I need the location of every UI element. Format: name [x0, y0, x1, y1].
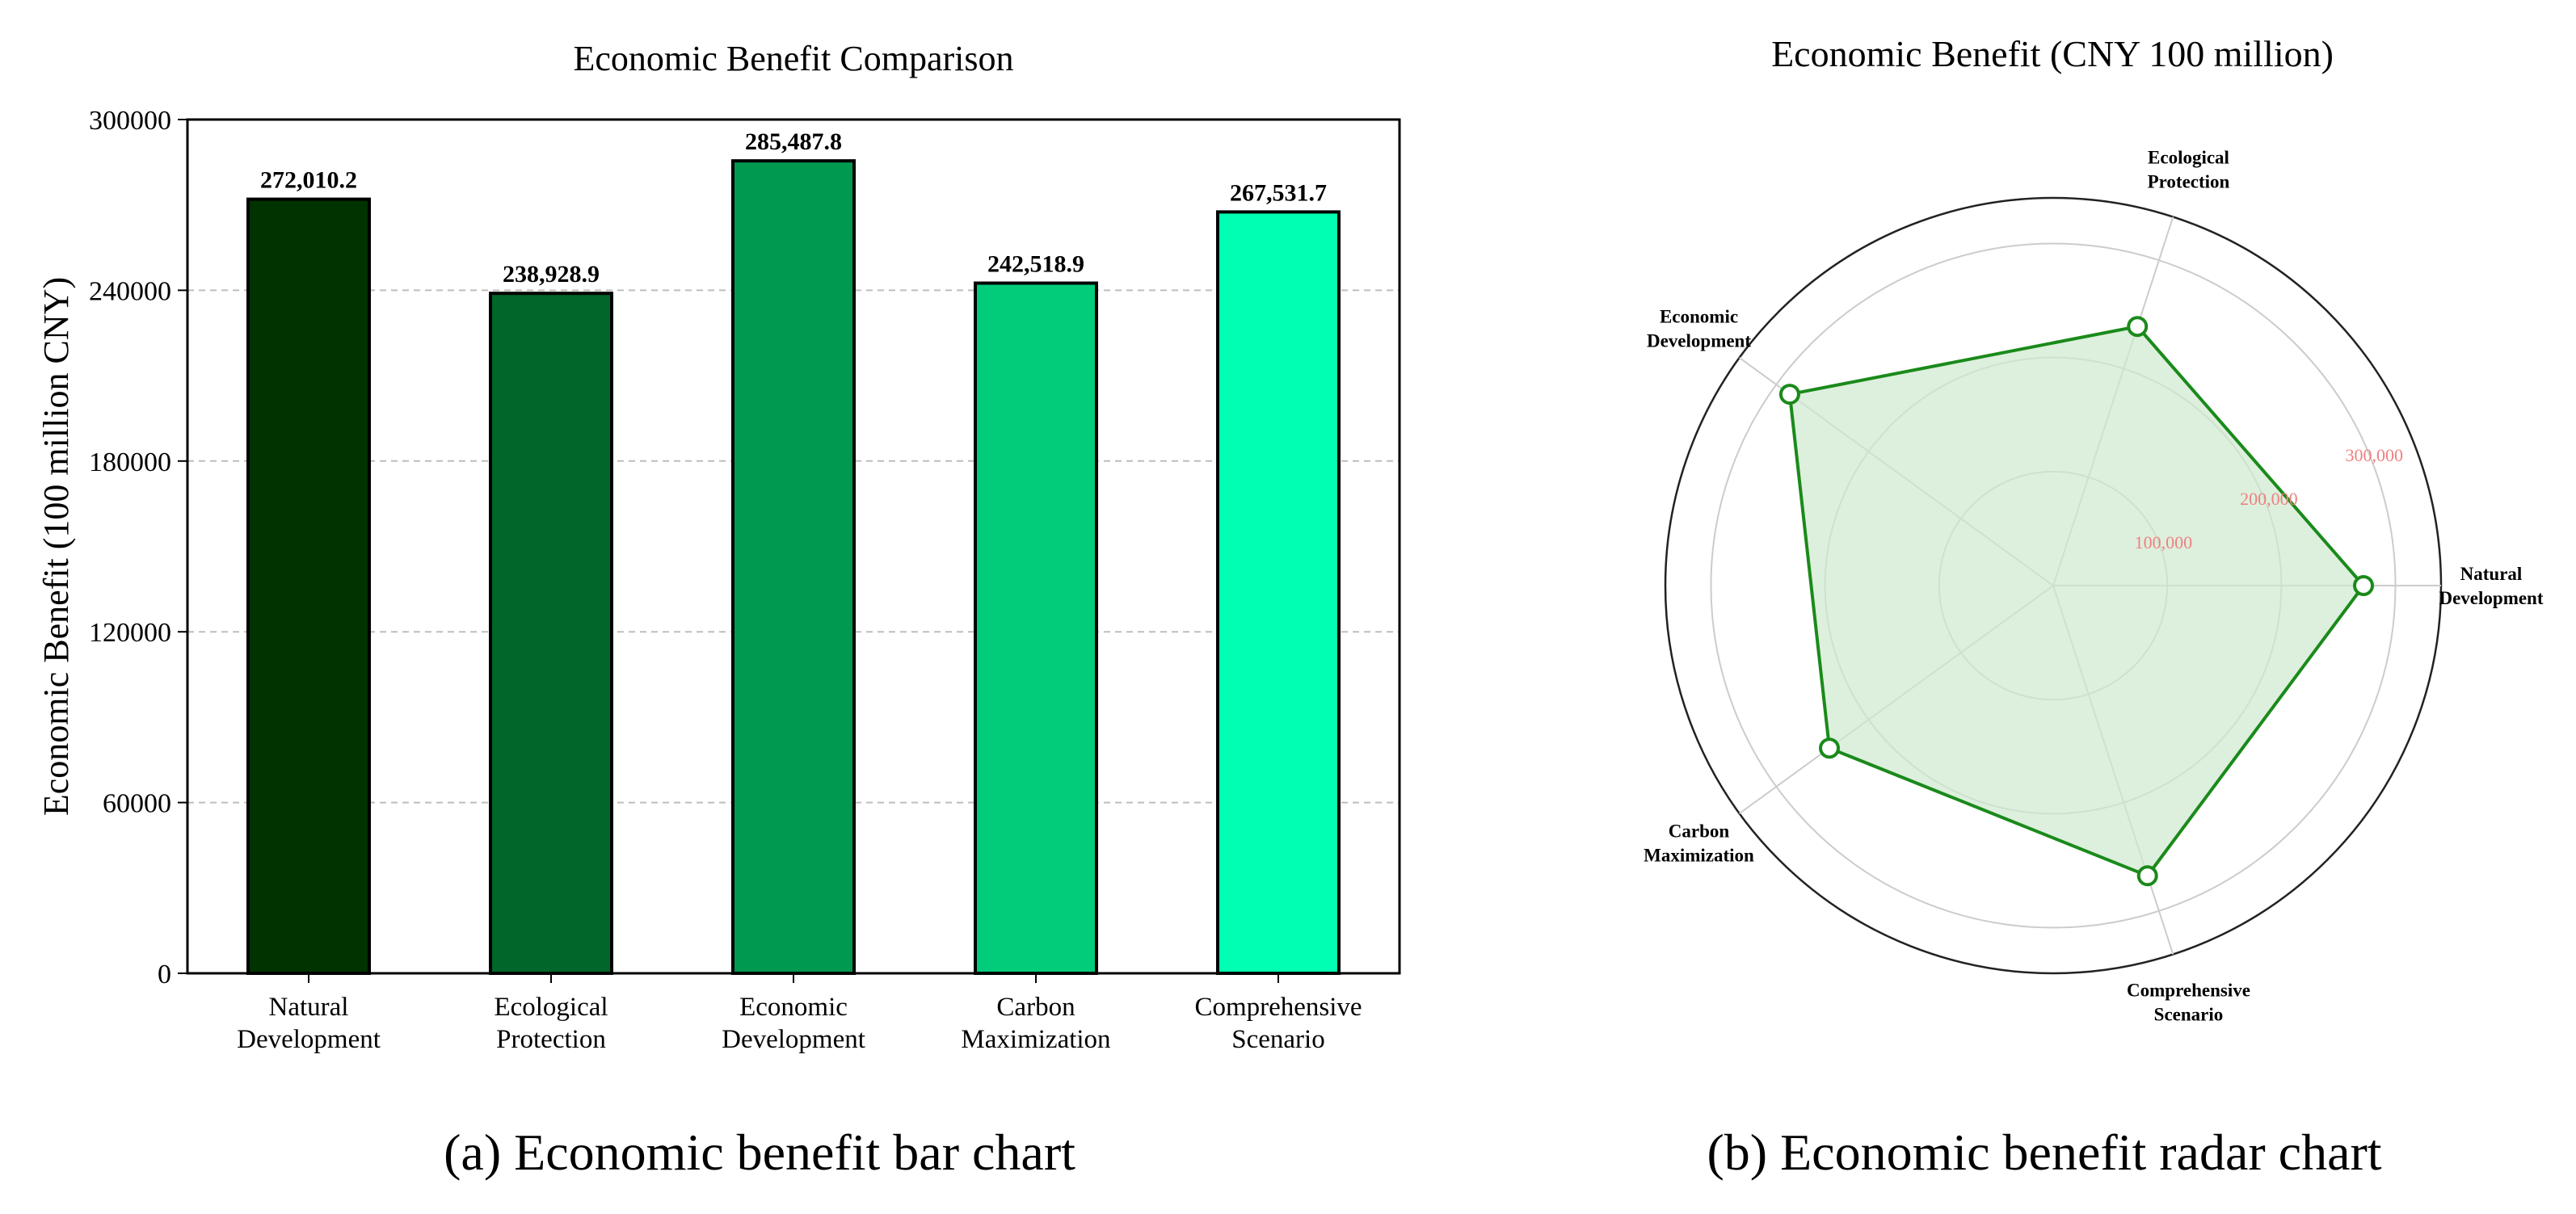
radar-point	[1819, 737, 1841, 759]
radar-axis-label: Ecological Protection	[2148, 148, 2230, 192]
y-tick-label: 300000	[89, 106, 171, 136]
y-tick-label: 120000	[89, 618, 171, 648]
y-tick-label: 240000	[89, 276, 171, 306]
bar-chart-y-ticks: 0 60000 120000 180000 240000 300000	[89, 106, 187, 989]
radar-chart-axis-labels: Natural Development Ecological Protection Ec…	[1644, 148, 2544, 1025]
radar-chart-panel: Economic Benefit (CNY 100 million) 100,0…	[1644, 33, 2544, 1024]
bar	[489, 292, 613, 975]
bar	[731, 159, 856, 975]
radar-chart-series	[1778, 316, 2375, 887]
bar-chart-caption: (a) Economic benefit bar chart	[444, 1124, 1075, 1181]
bar-value-label: 267,531.7	[1230, 179, 1327, 206]
radar-point	[2353, 575, 2375, 596]
bar	[974, 281, 1098, 975]
radar-axis-label: Economic Development	[1647, 306, 1751, 351]
radar-radial-tick-label: 100,000	[2135, 532, 2193, 552]
bar-chart-bars	[246, 159, 1341, 976]
x-tick-label: Carbon Maximization	[961, 993, 1110, 1054]
radar-radial-tick-label: 200,000	[2240, 489, 2298, 509]
radar-chart-radial-tick-labels: 100,000 200,000 300,000	[2135, 445, 2403, 552]
bar-value-label: 242,518.9	[987, 251, 1084, 278]
y-tick-label: 180000	[89, 447, 171, 477]
radar-radial-tick-label: 300,000	[2346, 445, 2404, 465]
radar-point	[2136, 865, 2158, 887]
bar-value-label: 272,010.2	[260, 167, 357, 194]
bar-chart-y-axis-label: Economic Benefit (100 million CNY)	[36, 277, 76, 816]
radar-point	[1778, 384, 1800, 405]
x-tick-label: Comprehensive Scenario	[1194, 993, 1362, 1054]
bar-value-label: 285,487.8	[745, 128, 842, 155]
bar-value-label: 238,928.9	[503, 261, 600, 288]
bar-chart-panel: Economic Benefit Comparison 272,010.2 238…	[36, 39, 1401, 1054]
bar-chart-value-labels: 272,010.2 238,928.9 285,487.8 242,518.9 267,…	[260, 128, 1327, 288]
bar	[1216, 210, 1341, 975]
radar-chart-caption: (b) Economic benefit radar chart	[1707, 1124, 2381, 1181]
x-tick-label: Economic Development	[722, 993, 865, 1054]
y-tick-label: 60000	[103, 789, 171, 819]
bar-chart-title: Economic Benefit Comparison	[574, 39, 1014, 78]
bar	[246, 197, 371, 976]
radar-polygon	[1787, 325, 2366, 878]
radar-axis-label: Carbon Maximization	[1644, 821, 1754, 866]
radar-axis-label: Natural Development	[2439, 564, 2543, 608]
radar-point	[2127, 316, 2149, 338]
bar-chart-frame	[186, 118, 1401, 975]
x-tick-label: Ecological Protection	[494, 993, 608, 1054]
x-tick-label: Natural Development	[237, 993, 381, 1054]
y-tick-label: 0	[158, 960, 171, 989]
radar-chart-title: Economic Benefit (CNY 100 million)	[1771, 33, 2334, 74]
bar-chart-x-ticks: Natural Development Ecological Protection Ec…	[237, 973, 1362, 1054]
radar-axis-label: Comprehensive Scenario	[2127, 980, 2250, 1024]
